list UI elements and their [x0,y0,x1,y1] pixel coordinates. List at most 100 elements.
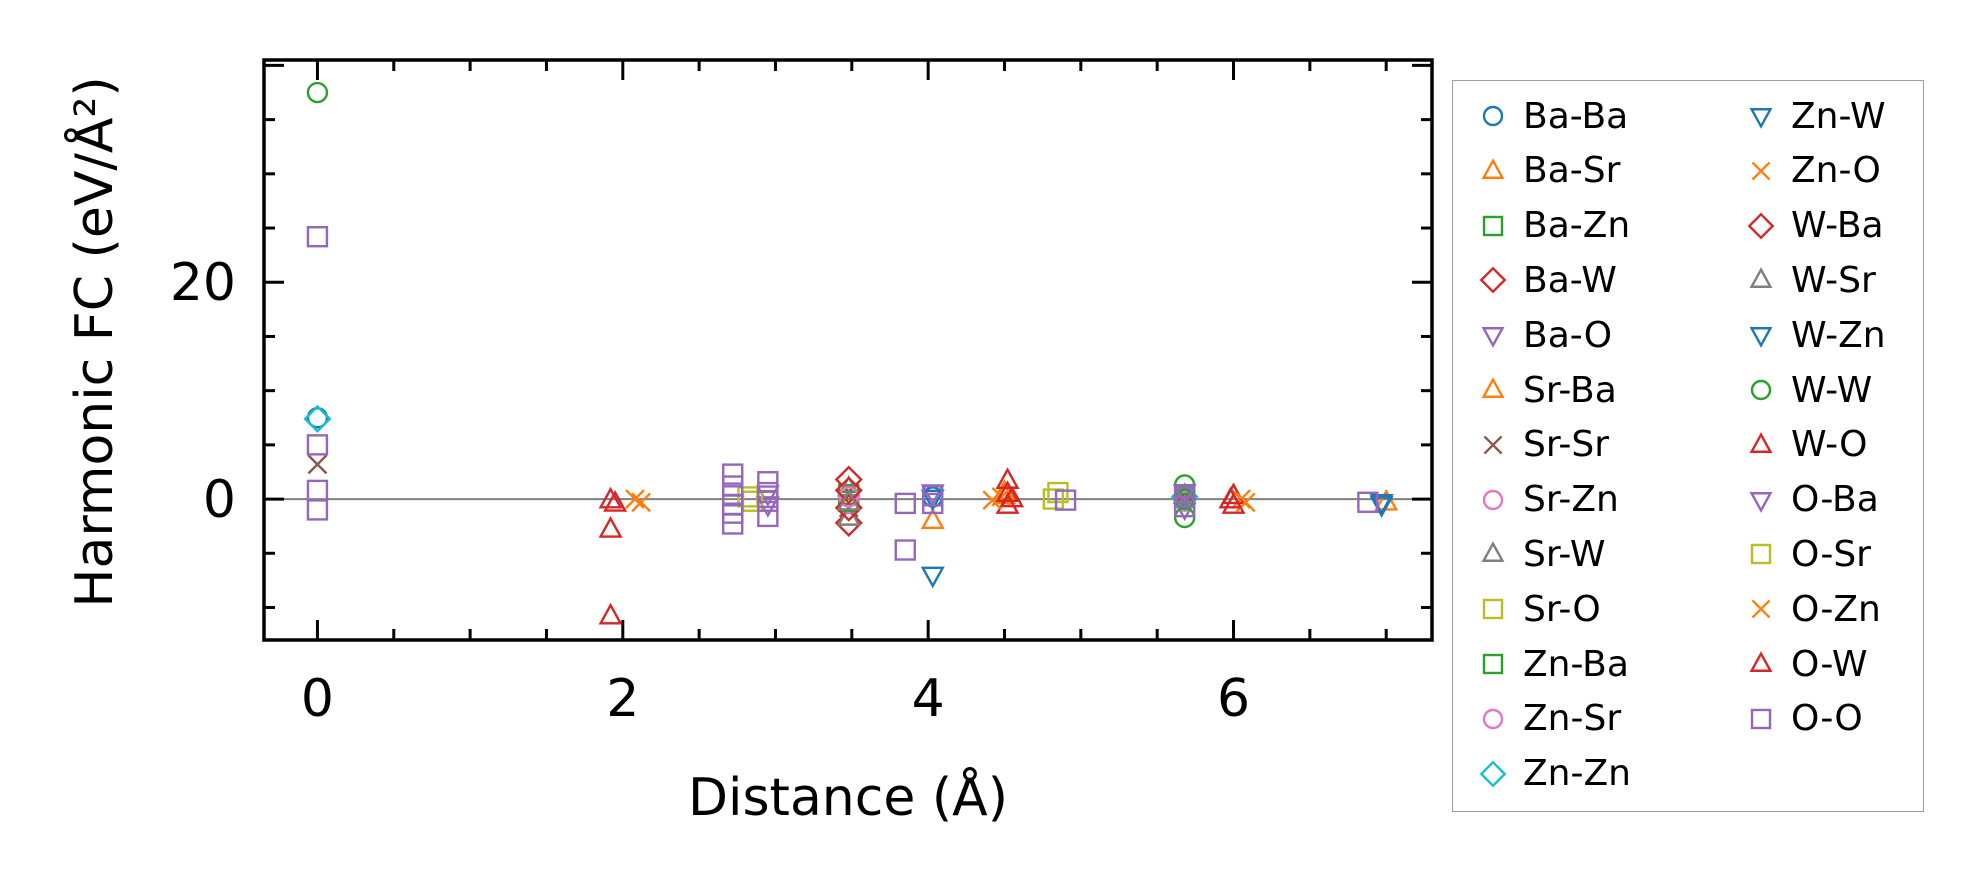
legend-marker [1482,215,1504,236]
legend-label: O-O [1791,698,1863,740]
legend-marker [1749,327,1773,349]
legend-item: O-Zn [1741,588,1881,630]
legend-marker [1482,489,1504,510]
legend-marker-shape [1482,653,1504,675]
data-point [834,476,863,505]
series-o-w [603,485,1243,512]
legend-marker-shape [1747,212,1775,239]
y-tick-label: 0 [203,470,236,530]
legend-marker-shape [1482,489,1504,510]
legend-item: W-O [1741,424,1867,465]
legend-item: W-Zn [1741,315,1886,356]
legend-label: O-W [1791,643,1868,685]
x-axis-label: Distance (Å) [688,766,1008,828]
data-point [306,434,329,456]
legend-label: Zn-Zn [1523,753,1631,795]
data-point [1047,481,1069,504]
data-point [920,566,945,589]
legend-marker [1481,541,1505,563]
legend-item: O-O [1741,698,1863,740]
tick-labels: 0 2 4 6 0 20 [170,253,1250,729]
legend-marker [1749,491,1773,513]
data-point [598,486,623,509]
legend-item: Zn-W [1741,96,1886,137]
legend-marker [1749,267,1773,289]
legend-label: Ba-Sr [1523,150,1621,192]
data-point [303,404,332,433]
legend-marker-shape [1749,651,1773,672]
data-point [982,490,1003,511]
legend-item: Ba-Sr [1473,150,1621,192]
legend: Ba-Ba Ba-Sr Ba-Zn Ba-W Ba-O Sr-Ba Sr-Sr Sr-Zn Sr… [1452,80,1924,812]
legend-label: Zn-Sr [1523,698,1622,740]
data-point [834,493,863,522]
legend-item: Sr-O [1473,588,1601,630]
legend-label: O-Sr [1791,533,1871,575]
legend-marker [1482,598,1504,620]
legend-marker [1751,599,1771,619]
legend-label: O-Ba [1791,479,1879,521]
data-point [1042,488,1065,510]
legend-label: W-Ba [1791,205,1884,247]
data-point [598,602,623,625]
legend-label: O-Zn [1791,588,1881,630]
legend-item: Ba-O [1473,315,1612,356]
legend-marker [1482,105,1504,127]
data-point [838,486,860,508]
series-o-zn [631,490,1256,513]
data-point [598,516,623,538]
series-zn-w [920,493,1394,589]
legend-marker [1747,212,1775,239]
legend-marker-shape [1482,598,1504,620]
data-point [1173,486,1196,508]
legend-label: W-W [1791,369,1873,411]
legend-marker [1750,708,1772,729]
legend-item: W-W [1741,369,1873,411]
legend-marker-shape [1749,431,1773,453]
data-point [836,488,861,511]
legend-item: Sr-Zn [1473,479,1619,521]
legend-item: O-W [1741,643,1868,685]
legend-item: W-Sr [1741,259,1876,301]
data-point [922,485,944,507]
legend-marker [1482,708,1504,729]
data-point [603,489,628,512]
legend-item: Sr-Ba [1473,370,1617,411]
x-tick-label: 4 [912,669,945,729]
legend-marker [1479,266,1507,294]
legend-marker-shape [1750,379,1772,401]
data-point [307,454,328,475]
legend-label: Sr-O [1523,588,1601,630]
data-point [995,467,1020,489]
legend-item: Zn-Sr [1473,698,1622,740]
data-point [1357,491,1379,514]
series-o-ba [755,484,1197,518]
legend-marker [1481,327,1505,349]
legend-marker [1483,435,1503,455]
legend-marker-shape [1481,157,1505,179]
legend-label: Sr-Zn [1523,479,1619,521]
legend-marker-shape [1479,760,1507,787]
legend-label: W-Sr [1791,259,1876,301]
legend-marker-shape [1750,708,1772,729]
legend-item: Zn-Ba [1473,644,1629,685]
legend-marker-shape [1751,599,1771,619]
legend-marker [1750,379,1772,401]
legend-marker-shape [1749,491,1773,513]
series-o-o [306,226,1379,561]
axis-ticks [264,60,1432,640]
legend-item: Zn-O [1741,150,1881,191]
legend-marker [1750,544,1772,565]
series-w-w [306,81,1196,529]
legend-marker [1749,108,1773,129]
legend-label: Ba-Ba [1523,95,1629,137]
data-point [757,471,779,493]
x-tick-label: 6 [1217,669,1250,729]
data-point [920,489,945,512]
data-point [1054,489,1077,511]
legend-marker-shape [1479,266,1507,294]
legend-item: Sr-W [1473,534,1605,575]
legend-marker-shape [1749,108,1773,129]
legend-item: Zn-Zn [1473,753,1631,795]
data-point [722,502,744,524]
